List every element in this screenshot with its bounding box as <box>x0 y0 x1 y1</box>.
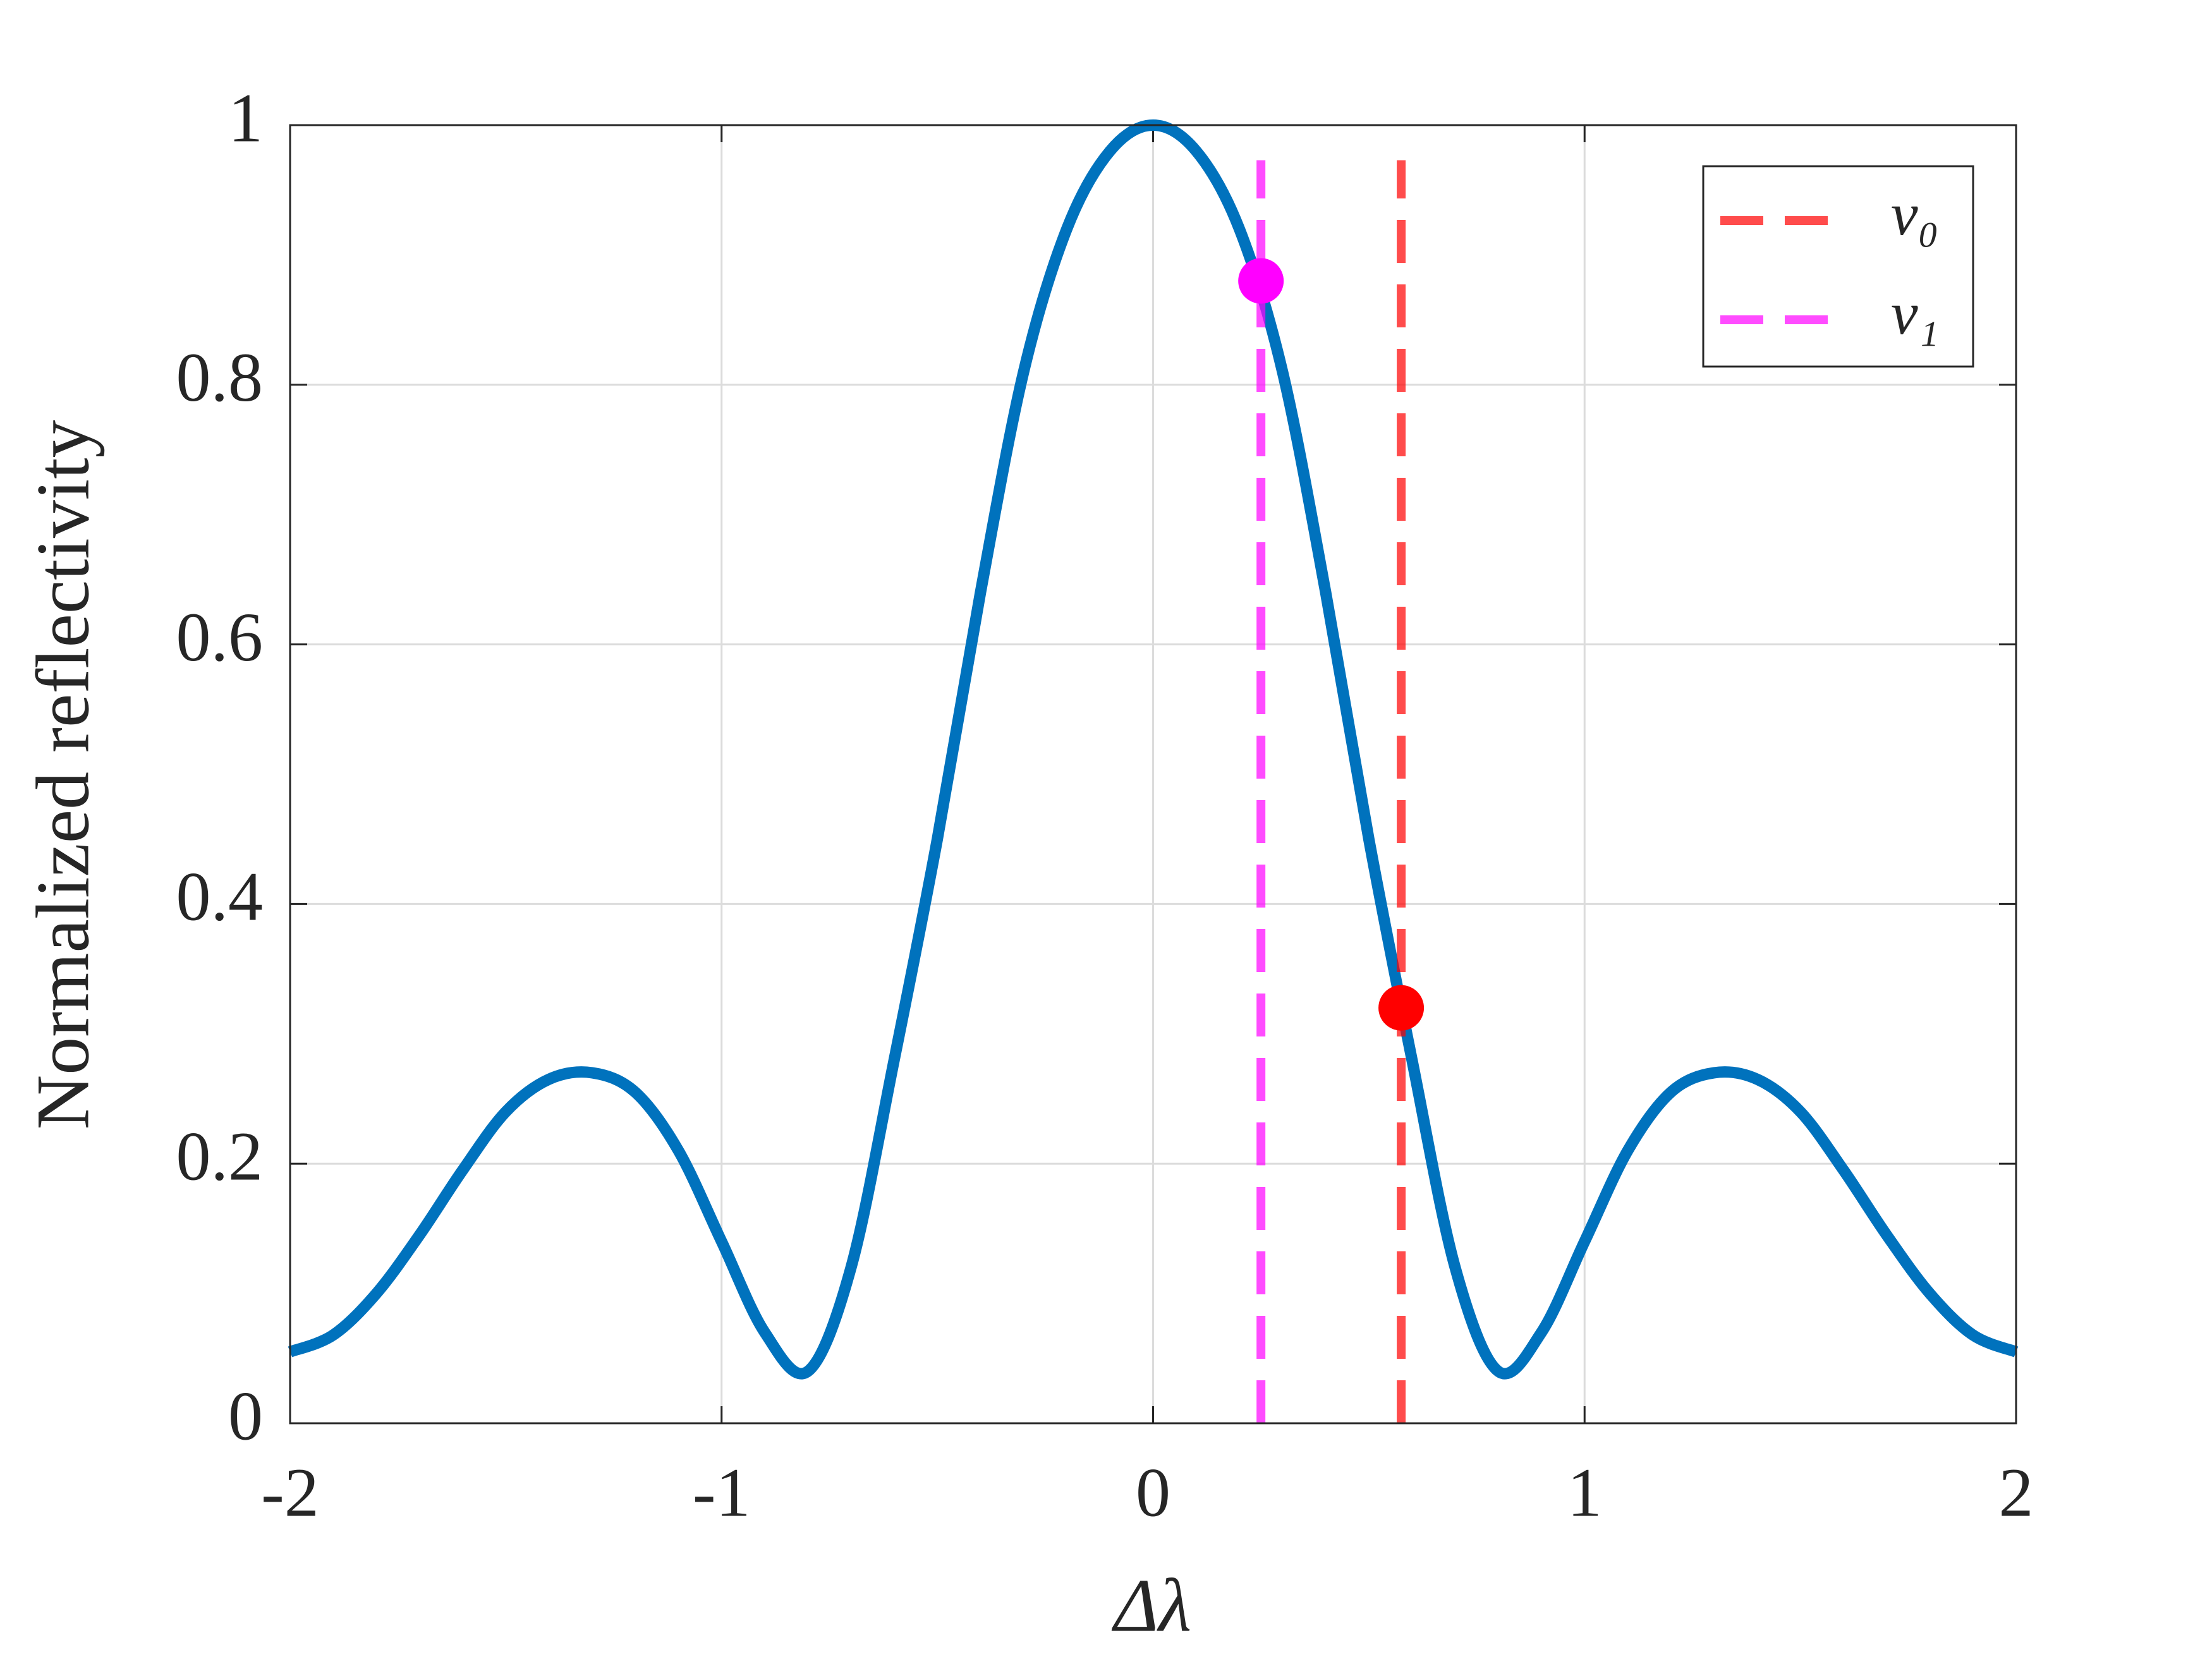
y-tick-label: 0.4 <box>176 858 264 935</box>
y-axis-label: Normalized reflectivity <box>21 420 105 1130</box>
x-tick-label: -1 <box>693 1454 751 1531</box>
legend-label: ν₀ <box>1891 180 1939 248</box>
marker <box>1238 258 1284 304</box>
y-tick-label: 0.6 <box>176 599 264 676</box>
x-tick-label: 0 <box>1136 1454 1170 1531</box>
y-tick-label: 0.2 <box>176 1117 264 1194</box>
legend-box <box>1702 165 1974 368</box>
y-tick-label: 0.8 <box>176 339 264 416</box>
x-tick-label: 1 <box>1567 1454 1602 1531</box>
legend-label: ν₁ <box>1891 279 1939 347</box>
plot-frame <box>289 124 2017 1425</box>
x-tick-label: -2 <box>261 1454 319 1531</box>
y-tick-label: 0 <box>228 1377 263 1454</box>
y-tick-label: 1 <box>228 79 263 156</box>
x-tick-label: 2 <box>1999 1454 2034 1531</box>
marker <box>1378 985 1425 1031</box>
x-axis-label: Δλ <box>1112 1564 1191 1648</box>
